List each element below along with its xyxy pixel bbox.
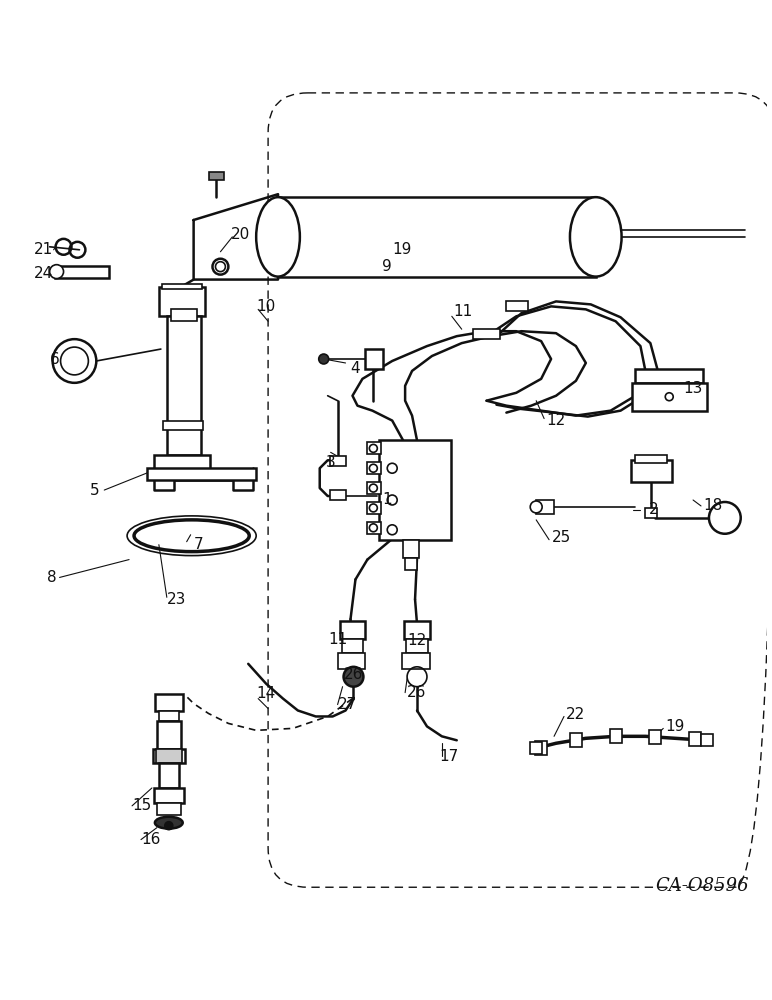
Bar [537, 500, 554, 514]
Bar [157, 803, 181, 815]
Text: 6: 6 [49, 352, 59, 367]
Circle shape [709, 502, 740, 534]
Circle shape [212, 259, 229, 275]
Bar [154, 455, 209, 469]
Text: 17: 17 [439, 749, 459, 764]
Text: 21: 21 [34, 242, 53, 257]
Bar [535, 741, 547, 755]
Bar [404, 621, 430, 639]
Bar [159, 287, 205, 316]
Text: 20: 20 [231, 227, 250, 242]
Bar [506, 301, 528, 311]
Bar [153, 749, 185, 763]
Text: 9: 9 [382, 259, 392, 274]
Bar [171, 309, 197, 321]
Bar [367, 462, 381, 474]
Bar [159, 711, 179, 721]
Ellipse shape [256, 197, 300, 277]
Bar [379, 440, 451, 540]
Text: 11: 11 [453, 304, 472, 319]
Bar [167, 316, 201, 455]
Text: 3: 3 [326, 455, 336, 470]
Circle shape [530, 501, 542, 513]
Text: 27: 27 [338, 697, 357, 712]
Bar [530, 742, 542, 754]
Bar [337, 653, 365, 669]
Text: 23: 23 [167, 592, 186, 607]
Text: 12: 12 [408, 633, 427, 648]
Text: 19: 19 [392, 242, 411, 257]
Bar [367, 442, 381, 454]
Bar [649, 730, 662, 744]
Bar [330, 456, 346, 466]
Bar [635, 455, 667, 463]
Circle shape [49, 265, 63, 279]
Bar [472, 329, 500, 339]
Bar [163, 421, 202, 430]
Text: 12: 12 [547, 413, 566, 428]
Circle shape [165, 822, 173, 830]
Bar [367, 482, 381, 494]
Bar [55, 266, 109, 278]
Bar [159, 763, 179, 788]
Ellipse shape [570, 197, 621, 277]
Bar [689, 732, 701, 746]
Bar [330, 490, 346, 500]
Ellipse shape [155, 817, 183, 829]
Bar [406, 639, 428, 653]
Text: 13: 13 [683, 381, 703, 396]
Bar [340, 621, 365, 639]
Bar [278, 197, 596, 277]
Text: 4: 4 [350, 361, 361, 376]
Text: 14: 14 [256, 686, 276, 701]
Text: 7: 7 [194, 537, 203, 552]
Bar [610, 729, 621, 743]
Text: 1: 1 [382, 492, 392, 508]
Text: 16: 16 [141, 832, 161, 847]
Bar [570, 733, 582, 747]
Bar [402, 653, 430, 669]
Text: 26: 26 [408, 685, 427, 700]
Text: 11: 11 [328, 632, 347, 647]
Bar [645, 508, 657, 518]
Text: CA-O8596: CA-O8596 [655, 877, 749, 895]
Circle shape [60, 347, 88, 375]
Text: 22: 22 [567, 707, 585, 722]
Circle shape [319, 354, 329, 364]
Circle shape [215, 262, 225, 272]
Text: 24: 24 [34, 266, 53, 281]
Bar [635, 369, 703, 383]
Bar [208, 172, 225, 180]
Bar [156, 749, 181, 763]
Bar [341, 639, 364, 653]
Text: 2: 2 [648, 502, 659, 517]
Bar [147, 468, 256, 480]
Text: 8: 8 [47, 570, 56, 585]
Text: 5: 5 [90, 483, 99, 498]
Bar [405, 558, 417, 570]
Bar [403, 540, 419, 558]
Text: 19: 19 [665, 719, 685, 734]
Bar [367, 522, 381, 534]
Bar [631, 460, 672, 482]
Bar [701, 734, 713, 746]
Text: 26: 26 [344, 667, 363, 682]
Text: 25: 25 [551, 530, 571, 545]
Circle shape [52, 339, 96, 383]
Bar [157, 721, 181, 749]
Bar [154, 788, 184, 803]
Bar [162, 284, 201, 289]
Text: 10: 10 [256, 299, 276, 314]
Bar [367, 502, 381, 514]
Circle shape [344, 667, 364, 687]
Text: 18: 18 [703, 498, 723, 513]
Bar [365, 349, 383, 369]
Text: 15: 15 [132, 798, 151, 813]
Bar [155, 694, 183, 711]
Bar [631, 383, 707, 411]
